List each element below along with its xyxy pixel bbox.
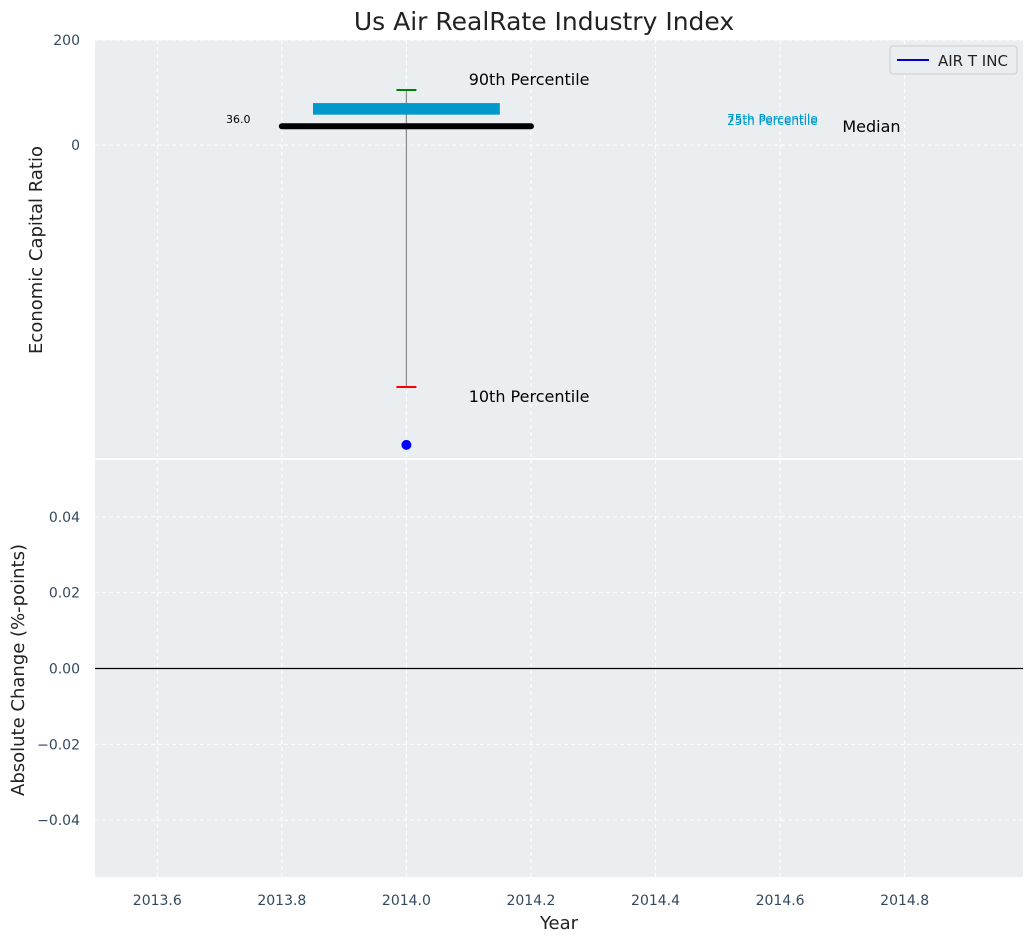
- top-y-axis-label: Economic Capital Ratio: [26, 146, 47, 354]
- top-marks: 36.0 90th Percentile 10th Percentile 75th P…: [226, 70, 901, 450]
- chart-title: Us Air RealRate Industry Index: [354, 7, 734, 36]
- x-tick-label: 2014.8: [880, 893, 929, 909]
- legend-entry-air-t-inc: AIR T INC: [938, 52, 1008, 70]
- p90-annotation: 90th Percentile: [469, 70, 590, 89]
- x-tick-label: 2014.6: [756, 893, 805, 909]
- bottom-y-tick-label: 0.02: [49, 586, 80, 602]
- x-tick-label: 2014.2: [506, 893, 555, 909]
- top-panel-background: [95, 40, 1023, 458]
- p10-annotation: 10th Percentile: [469, 387, 590, 406]
- bottom-y-tick-label: 0.04: [49, 510, 80, 526]
- median-annotation: Median: [842, 117, 900, 136]
- top-y-tick-label: 0: [71, 138, 80, 154]
- iqr-box: [312, 103, 500, 115]
- top-y-tick-label: 200: [53, 33, 80, 49]
- x-tick-label: 2014.0: [382, 893, 431, 909]
- bottom-y-axis-label: Absolute Change (%-points): [8, 544, 29, 796]
- legend-box: [889, 45, 1018, 75]
- x-ticks: 2013.6 2013.8 2014.0 2014.2 2014.4 2014.6 2014…: [133, 893, 929, 909]
- bottom-y-tick-label: −0.02: [37, 737, 80, 753]
- series-point-air-t-inc: [401, 439, 412, 450]
- p25-annotation: 25th Percentile: [727, 114, 818, 128]
- median-value-label: 36.0: [226, 113, 251, 126]
- legend: AIR T INC: [889, 45, 1018, 75]
- x-tick-label: 2013.6: [133, 893, 182, 909]
- top-grid: [95, 39, 1023, 458]
- p75-annotation: 75th Percentile: [727, 112, 818, 126]
- bottom-y-tick-label: 0.00: [49, 662, 80, 678]
- x-axis-label: Year: [539, 913, 579, 934]
- x-tick-label: 2013.8: [257, 893, 306, 909]
- bottom-y-ticks: 0.04 0.02 0.00 −0.02 −0.04: [37, 510, 80, 829]
- bottom-grid: [95, 460, 1023, 877]
- x-tick-label: 2014.4: [631, 893, 680, 909]
- bottom-y-tick-label: −0.04: [37, 813, 80, 829]
